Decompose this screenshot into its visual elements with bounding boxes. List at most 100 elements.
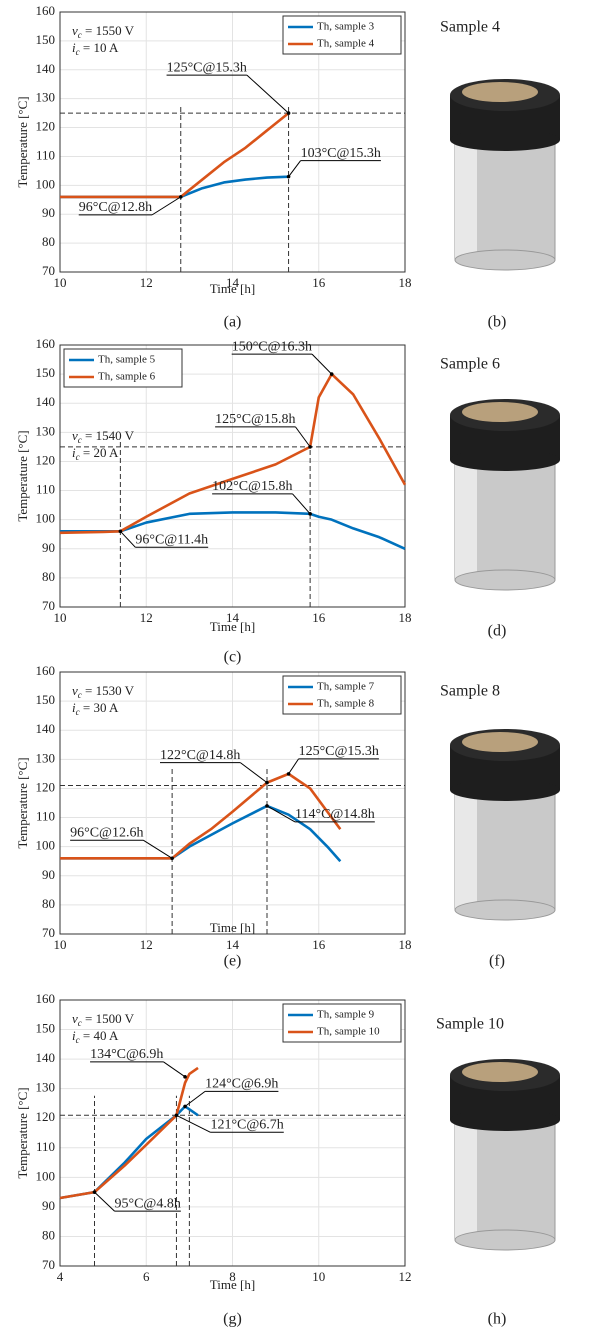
condition-symbol: i <box>72 700 76 715</box>
x-tick-label: 12 <box>140 275 153 290</box>
y-axis-label: Temperature [°C] <box>15 96 30 187</box>
legend-label: Th, sample 4 <box>317 38 375 50</box>
y-tick-label: 80 <box>42 1227 55 1242</box>
capacitor-band-bottom <box>450 129 560 151</box>
capacitor-bottom <box>454 569 556 591</box>
y-tick-label: 120 <box>36 452 56 467</box>
sample-label: Sample 4 <box>440 19 500 36</box>
annotation-label: 124°C@6.9h <box>205 1077 278 1092</box>
condition-subscript: c <box>78 690 82 700</box>
y-axis-label: Temperature [°C] <box>15 757 30 848</box>
annotation-label: 96°C@12.6h <box>70 826 143 841</box>
condition-text: ic = 20 A <box>72 445 119 462</box>
x-tick-label: 12 <box>140 610 153 625</box>
legend-box <box>63 348 183 388</box>
annotation-label: 150°C@16.3h <box>232 339 312 354</box>
axes-box <box>59 999 406 1267</box>
condition-subscript: c <box>78 1018 82 1028</box>
y-tick-label: 100 <box>36 176 56 191</box>
capacitor-bottom <box>454 1229 556 1251</box>
annotation-label: 102°C@15.8h <box>212 479 292 494</box>
annotation-leader <box>151 196 182 216</box>
annotation-label: 96°C@11.4h <box>135 533 208 548</box>
legend-label: Th, sample 7 <box>317 681 375 693</box>
capacitor-shade <box>455 780 477 910</box>
sample-label: Sample 6 <box>440 356 500 373</box>
condition-text: ic = 40 A <box>72 1028 119 1045</box>
annotation-leader <box>163 1061 186 1078</box>
axes-box <box>59 344 406 608</box>
photo-caption: (b) <box>488 314 507 331</box>
annotation-label: 125°C@15.3h <box>167 60 247 75</box>
x-axis-label: Time [h] <box>210 281 255 296</box>
y-tick-label: 90 <box>42 205 55 220</box>
annotation-label: 114°C@14.8h <box>295 807 375 822</box>
annotation-label: 125°C@15.8h <box>215 412 295 427</box>
condition-subscript: c <box>76 1035 80 1045</box>
photo-caption: (d) <box>488 623 507 640</box>
annotation-label: 95°C@4.8h <box>115 1196 181 1211</box>
condition-text: vc = 1550 V <box>72 23 135 40</box>
y-tick-label: 130 <box>36 1080 56 1095</box>
x-tick-label: 16 <box>312 275 326 290</box>
condition-text: vc = 1540 V <box>72 428 135 445</box>
x-axis-label: Time [h] <box>210 619 255 634</box>
condition-subscript: c <box>76 707 80 717</box>
legend-label: Th, sample 9 <box>317 1009 375 1021</box>
annotation-leader <box>120 530 136 548</box>
series-line <box>59 1066 199 1200</box>
capacitor-cover <box>462 1062 538 1082</box>
y-axis-label: Temperature [°C] <box>15 1087 30 1178</box>
x-tick-label: 10 <box>54 937 67 952</box>
annotation-leader <box>295 426 311 448</box>
condition-subscript: c <box>76 47 80 57</box>
panel-caption: (e) <box>224 953 242 970</box>
panel-caption: (a) <box>224 314 242 331</box>
photo-caption: (h) <box>488 1311 507 1328</box>
legend-box <box>282 1003 402 1043</box>
y-tick-label: 110 <box>36 482 55 497</box>
condition-text: vc = 1500 V <box>72 1011 135 1028</box>
annotation-leader <box>240 762 268 784</box>
y-tick-label: 160 <box>36 3 56 18</box>
x-tick-label: 14 <box>226 937 240 952</box>
x-tick-label: 14 <box>226 275 240 290</box>
y-tick-label: 130 <box>36 423 56 438</box>
capacitor-shade <box>455 1110 477 1240</box>
condition-text: = 10 A <box>80 40 119 55</box>
capacitor-shade <box>455 450 477 580</box>
panel-caption: (g) <box>223 1311 242 1328</box>
panel-caption: (c) <box>224 649 242 666</box>
sample-label: Sample 10 <box>436 1016 504 1033</box>
capacitor-bottom <box>454 899 556 921</box>
condition-symbol: i <box>72 1028 76 1043</box>
condition-text: ic = 10 A <box>72 40 119 57</box>
condition-text: vc = 1530 V <box>72 683 135 700</box>
y-tick-label: 160 <box>36 991 56 1006</box>
annotation-label: 103°C@15.3h <box>301 146 381 161</box>
condition-text: = 1550 V <box>82 23 135 38</box>
y-tick-label: 120 <box>36 119 56 134</box>
y-tick-label: 110 <box>36 1139 55 1154</box>
legend-label: Th, sample 6 <box>98 371 156 383</box>
y-tick-label: 80 <box>42 569 55 584</box>
sample-label: Sample 8 <box>440 683 500 700</box>
y-tick-label: 130 <box>36 90 56 105</box>
annotation-label: 125°C@15.3h <box>299 744 379 759</box>
condition-subscript: c <box>78 435 82 445</box>
legend-box <box>282 675 402 715</box>
condition-symbol: i <box>72 445 76 460</box>
x-tick-label: 18 <box>399 937 412 952</box>
annotation-label: 122°C@14.8h <box>160 748 240 763</box>
y-tick-label: 90 <box>42 540 55 555</box>
x-tick-label: 12 <box>140 937 153 952</box>
y-tick-label: 160 <box>36 663 56 678</box>
capacitor-cover <box>462 82 538 102</box>
y-tick-label: 90 <box>42 867 55 882</box>
y-tick-label: 70 <box>42 263 55 278</box>
capacitor-cover <box>462 732 538 752</box>
condition-symbol: v <box>72 428 78 443</box>
series-line <box>60 772 342 860</box>
y-tick-label: 160 <box>36 336 56 351</box>
